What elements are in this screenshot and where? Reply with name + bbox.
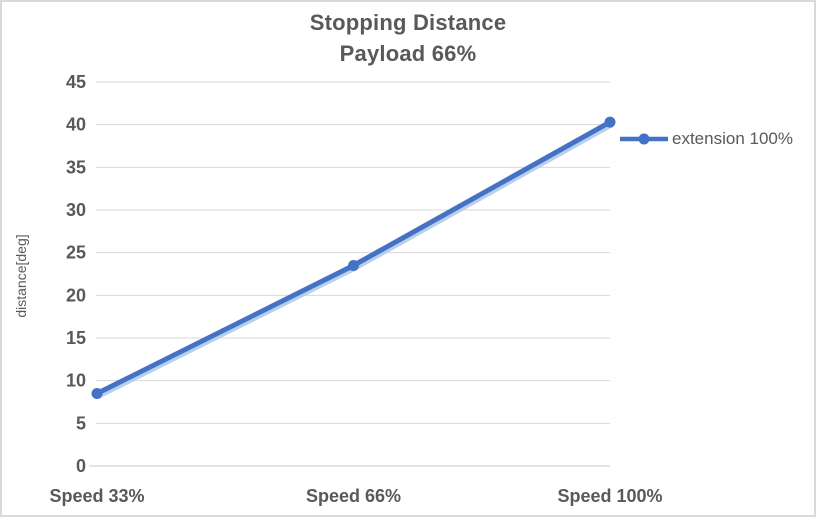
svg-text:15: 15 bbox=[66, 328, 86, 348]
svg-text:30: 30 bbox=[66, 200, 86, 220]
svg-text:Speed 66%: Speed 66% bbox=[306, 486, 401, 506]
legend: extension 100% bbox=[619, 129, 793, 149]
svg-text:45: 45 bbox=[66, 72, 86, 92]
svg-text:35: 35 bbox=[66, 157, 86, 177]
svg-text:25: 25 bbox=[66, 243, 86, 263]
svg-text:10: 10 bbox=[66, 371, 86, 391]
legend-label: extension 100% bbox=[672, 129, 793, 148]
chart-title-line2: Payload 66% bbox=[339, 41, 477, 66]
svg-text:20: 20 bbox=[66, 285, 86, 305]
legend-line-marker-icon bbox=[620, 133, 668, 145]
chart-title: Stopping Distance Payload 66% bbox=[2, 7, 814, 69]
svg-text:Speed 100%: Speed 100% bbox=[557, 486, 662, 506]
svg-text:5: 5 bbox=[76, 413, 86, 433]
svg-text:Speed 33%: Speed 33% bbox=[49, 486, 144, 506]
svg-text:40: 40 bbox=[66, 115, 86, 135]
svg-text:0: 0 bbox=[76, 456, 86, 476]
chart-title-line1: Stopping Distance bbox=[309, 10, 507, 35]
